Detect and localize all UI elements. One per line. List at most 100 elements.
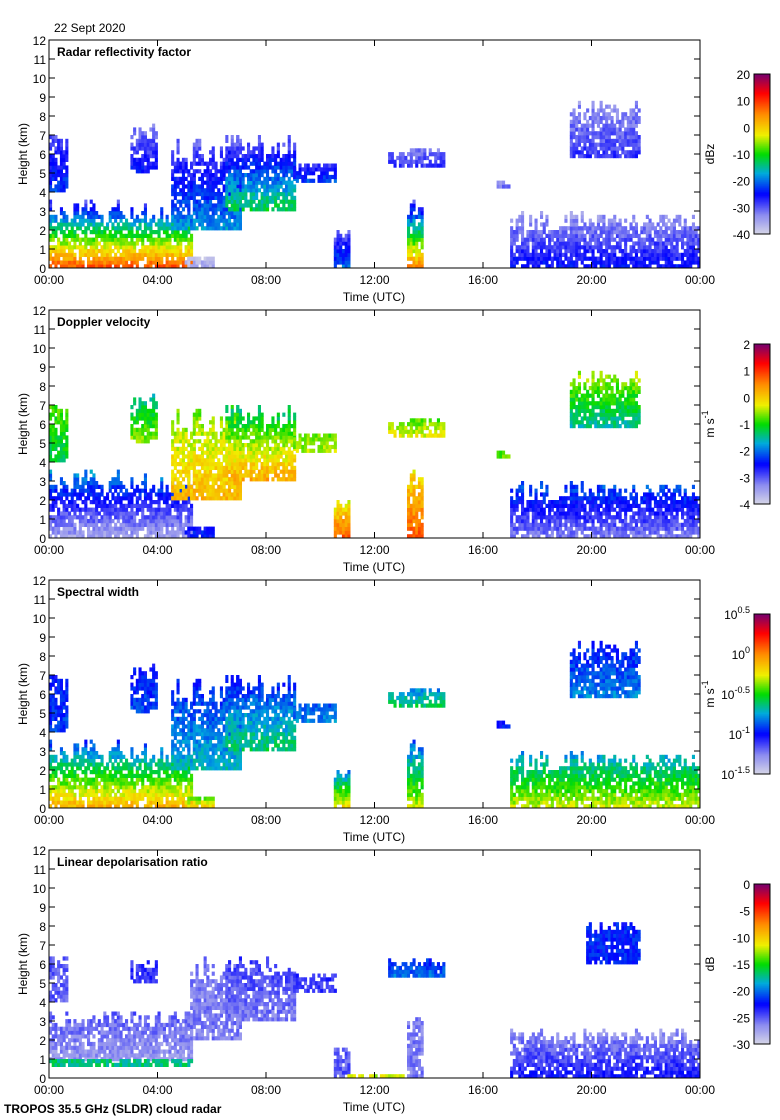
echo-cell	[173, 488, 177, 493]
echo-cell	[54, 408, 58, 413]
echo-cell	[173, 446, 177, 451]
echo-cell	[279, 446, 283, 451]
echo-cell	[257, 146, 261, 151]
echo-cell	[344, 264, 348, 269]
echo-cell	[173, 534, 177, 539]
echo-cell	[233, 496, 237, 501]
echo-cell	[572, 154, 576, 159]
echo-cell	[168, 522, 172, 527]
echo-cell	[106, 526, 110, 531]
echo-cell	[401, 429, 405, 434]
echo-cell	[70, 256, 74, 261]
echo-cell	[68, 230, 72, 235]
echo-cell	[274, 195, 278, 200]
echo-cell	[222, 484, 226, 489]
echo-cell	[293, 154, 297, 159]
echo-cell	[287, 135, 291, 140]
echo-cell	[173, 226, 177, 231]
echo-cell	[605, 241, 609, 246]
echo-cell	[247, 188, 251, 193]
echo-cell	[225, 424, 229, 429]
echo-cell	[233, 454, 237, 459]
echo-cell	[211, 446, 215, 451]
echo-cell	[228, 424, 232, 429]
echo-cell	[594, 119, 598, 124]
echo-cell	[271, 416, 275, 421]
echo-cell	[154, 534, 158, 539]
echo-cell	[580, 397, 584, 402]
echo-cell	[116, 534, 120, 539]
echo-cell	[54, 500, 58, 505]
echo-cell	[591, 123, 595, 128]
echo-cell	[567, 241, 571, 246]
echo-cell	[610, 222, 614, 227]
echo-cell	[187, 180, 191, 185]
echo-cell	[412, 422, 416, 427]
echo-cell	[577, 135, 581, 140]
echo-cell	[390, 155, 394, 161]
echo-cell	[168, 241, 172, 246]
echo-cell	[276, 473, 280, 478]
echo-cell	[179, 249, 183, 254]
echo-cell	[287, 146, 291, 151]
echo-cell	[591, 116, 595, 121]
echo-cell	[260, 477, 264, 482]
echo-cell	[54, 443, 58, 448]
echo-cell	[610, 252, 614, 257]
echo-cell	[187, 249, 191, 254]
echo-cell	[550, 245, 554, 250]
echo-cell	[602, 135, 606, 140]
echo-cell	[409, 473, 413, 478]
colorbar-segment	[754, 174, 770, 177]
echo-cell	[176, 420, 180, 425]
echo-cell	[632, 131, 636, 136]
echo-cell	[412, 530, 416, 535]
echo-cell	[211, 222, 215, 227]
echo-cell	[420, 237, 424, 242]
echo-cell	[615, 154, 619, 159]
echo-cell	[184, 534, 188, 539]
echo-cell	[228, 146, 232, 151]
echo-cell	[81, 260, 85, 265]
echo-cell	[130, 500, 134, 505]
echo-cell	[219, 218, 223, 223]
echo-cell	[108, 484, 112, 489]
echo-cell	[564, 256, 568, 261]
echo-cell	[89, 515, 93, 520]
echo-cell	[49, 435, 53, 440]
echo-cell	[238, 184, 242, 189]
echo-cell	[195, 420, 199, 425]
echo-cell	[610, 245, 614, 250]
echo-cell	[149, 408, 153, 413]
echo-cell	[238, 427, 242, 432]
echo-cell	[146, 161, 150, 166]
echo-cell	[632, 260, 636, 265]
echo-cell	[173, 207, 177, 212]
echo-cell	[412, 473, 416, 478]
echo-cell	[583, 264, 587, 269]
echo-cell	[586, 108, 590, 113]
echo-cell	[73, 222, 77, 227]
echo-cell	[238, 492, 242, 497]
echo-cell	[122, 511, 126, 516]
echo-cell	[417, 222, 421, 227]
y-tick-label: 3	[39, 205, 46, 219]
echo-cell	[529, 260, 533, 265]
echo-cell	[241, 462, 245, 467]
echo-cell	[276, 207, 280, 212]
echo-cell	[241, 192, 245, 197]
echo-cell	[257, 408, 261, 413]
echo-cell	[149, 222, 153, 227]
colorbar-segment	[754, 156, 770, 159]
echo-cell	[230, 146, 234, 151]
echo-cell	[238, 473, 242, 478]
echo-cell	[615, 233, 619, 238]
echo-cell	[211, 458, 215, 463]
echo-cell	[615, 146, 619, 151]
echo-cell	[152, 401, 156, 406]
echo-cell	[575, 135, 579, 140]
echo-cell	[691, 237, 695, 242]
echo-cell	[225, 435, 229, 440]
echo-cell	[171, 176, 175, 181]
colorbar-segment	[754, 88, 770, 91]
